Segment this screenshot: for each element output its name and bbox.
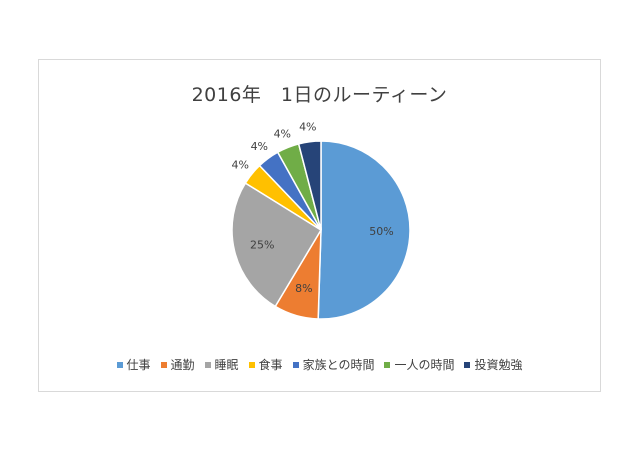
legend-item-7: 投資勉強	[464, 356, 522, 373]
legend-label: 仕事	[126, 358, 151, 372]
legend-item-4: 食事	[248, 356, 283, 373]
legend-item-1: 仕事	[116, 356, 151, 373]
pie-chart: 50%8%25%4%4%4%4%	[231, 121, 411, 320]
legend-item-3: 睡眠	[204, 356, 239, 373]
legend-label: 睡眠	[214, 358, 239, 372]
legend: 仕事 通勤 睡眠 食事 家族との時間 一人の時間 投資勉強	[39, 356, 600, 373]
pie-slice-1	[317, 140, 411, 320]
pie-slice-3	[231, 182, 323, 308]
legend-label: 投資勉強	[474, 358, 523, 372]
data-label-4: 4%	[231, 158, 248, 171]
legend-swatch	[384, 361, 391, 368]
data-label-1: 50%	[369, 225, 393, 238]
data-label-3: 25%	[250, 238, 274, 251]
legend-swatch	[248, 361, 255, 368]
legend-item-2: 通勤	[160, 356, 195, 373]
chart-title: 2016年 1日のルーティーン	[191, 84, 448, 106]
legend-label: 通勤	[170, 358, 195, 372]
legend-swatch	[160, 361, 167, 368]
data-label-7: 4%	[299, 121, 316, 134]
data-label-5: 4%	[251, 140, 268, 153]
legend-swatch	[464, 361, 471, 368]
legend-label: 家族との時間	[302, 358, 375, 372]
legend-label: 食事	[258, 358, 283, 372]
chart-frame: 2016年 1日のルーティーン 50% 8% 25% 4% 4% 4% 4% 仕事 通勤 睡眠食…	[38, 59, 601, 392]
legend-item-6: 一人の時間	[384, 356, 454, 373]
legend-swatch	[116, 361, 123, 368]
data-label-6: 4%	[274, 127, 291, 140]
data-label-2: 8%	[295, 282, 312, 295]
legend-swatch	[292, 361, 299, 368]
pie-slice-7	[297, 140, 322, 231]
legend-swatch	[204, 361, 211, 368]
legend-item-5: 家族との時間	[292, 356, 375, 373]
legend-label: 一人の時間	[394, 358, 455, 372]
